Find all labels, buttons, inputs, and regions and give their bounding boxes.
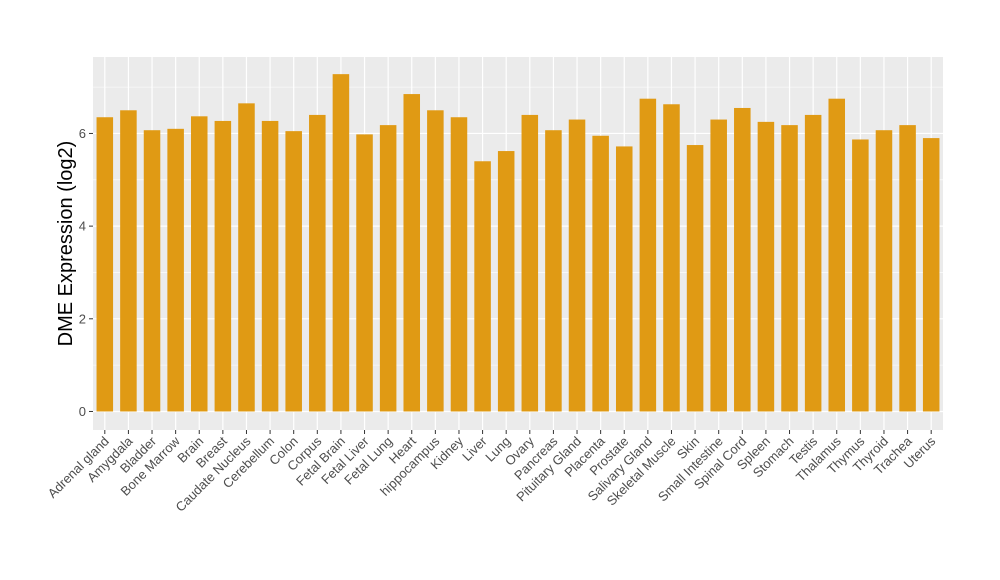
y-tick-label: 0 (79, 404, 86, 419)
bar (190, 116, 208, 412)
bar (686, 145, 704, 412)
bar (238, 103, 255, 412)
bar (403, 94, 421, 412)
bar (663, 104, 680, 412)
bar (828, 98, 846, 412)
bar (568, 119, 586, 412)
bar (379, 125, 397, 412)
bar (167, 128, 184, 412)
bar (757, 121, 775, 412)
bar (592, 135, 609, 412)
bar (261, 120, 279, 412)
bar (285, 131, 302, 412)
bar (450, 117, 468, 412)
bar (427, 110, 444, 412)
y-tick-label: 4 (79, 219, 86, 234)
bar (214, 120, 232, 412)
bar (804, 114, 822, 412)
bar (781, 125, 798, 412)
bar (922, 138, 940, 412)
bar (120, 110, 137, 412)
bar (639, 98, 657, 412)
bar (545, 130, 562, 412)
bar (899, 125, 916, 412)
y-tick-label: 6 (79, 126, 86, 141)
y-axis: 0 2 4 6 (79, 126, 93, 419)
bar (852, 139, 869, 412)
bar (309, 114, 326, 412)
bar (710, 119, 727, 412)
plot-panel (93, 57, 943, 430)
bar (96, 117, 114, 412)
bar (734, 107, 751, 412)
bar (875, 130, 893, 412)
bar (143, 130, 161, 412)
bars (96, 74, 940, 412)
bar (474, 161, 491, 412)
bar (356, 134, 373, 412)
bar (497, 151, 515, 412)
y-axis-label: DME Expression (log2) (55, 141, 77, 347)
bar (332, 74, 350, 412)
bar (615, 146, 633, 412)
bar (521, 114, 539, 412)
y-tick-label: 2 (79, 311, 86, 326)
x-tick-label: Liver (459, 433, 490, 464)
